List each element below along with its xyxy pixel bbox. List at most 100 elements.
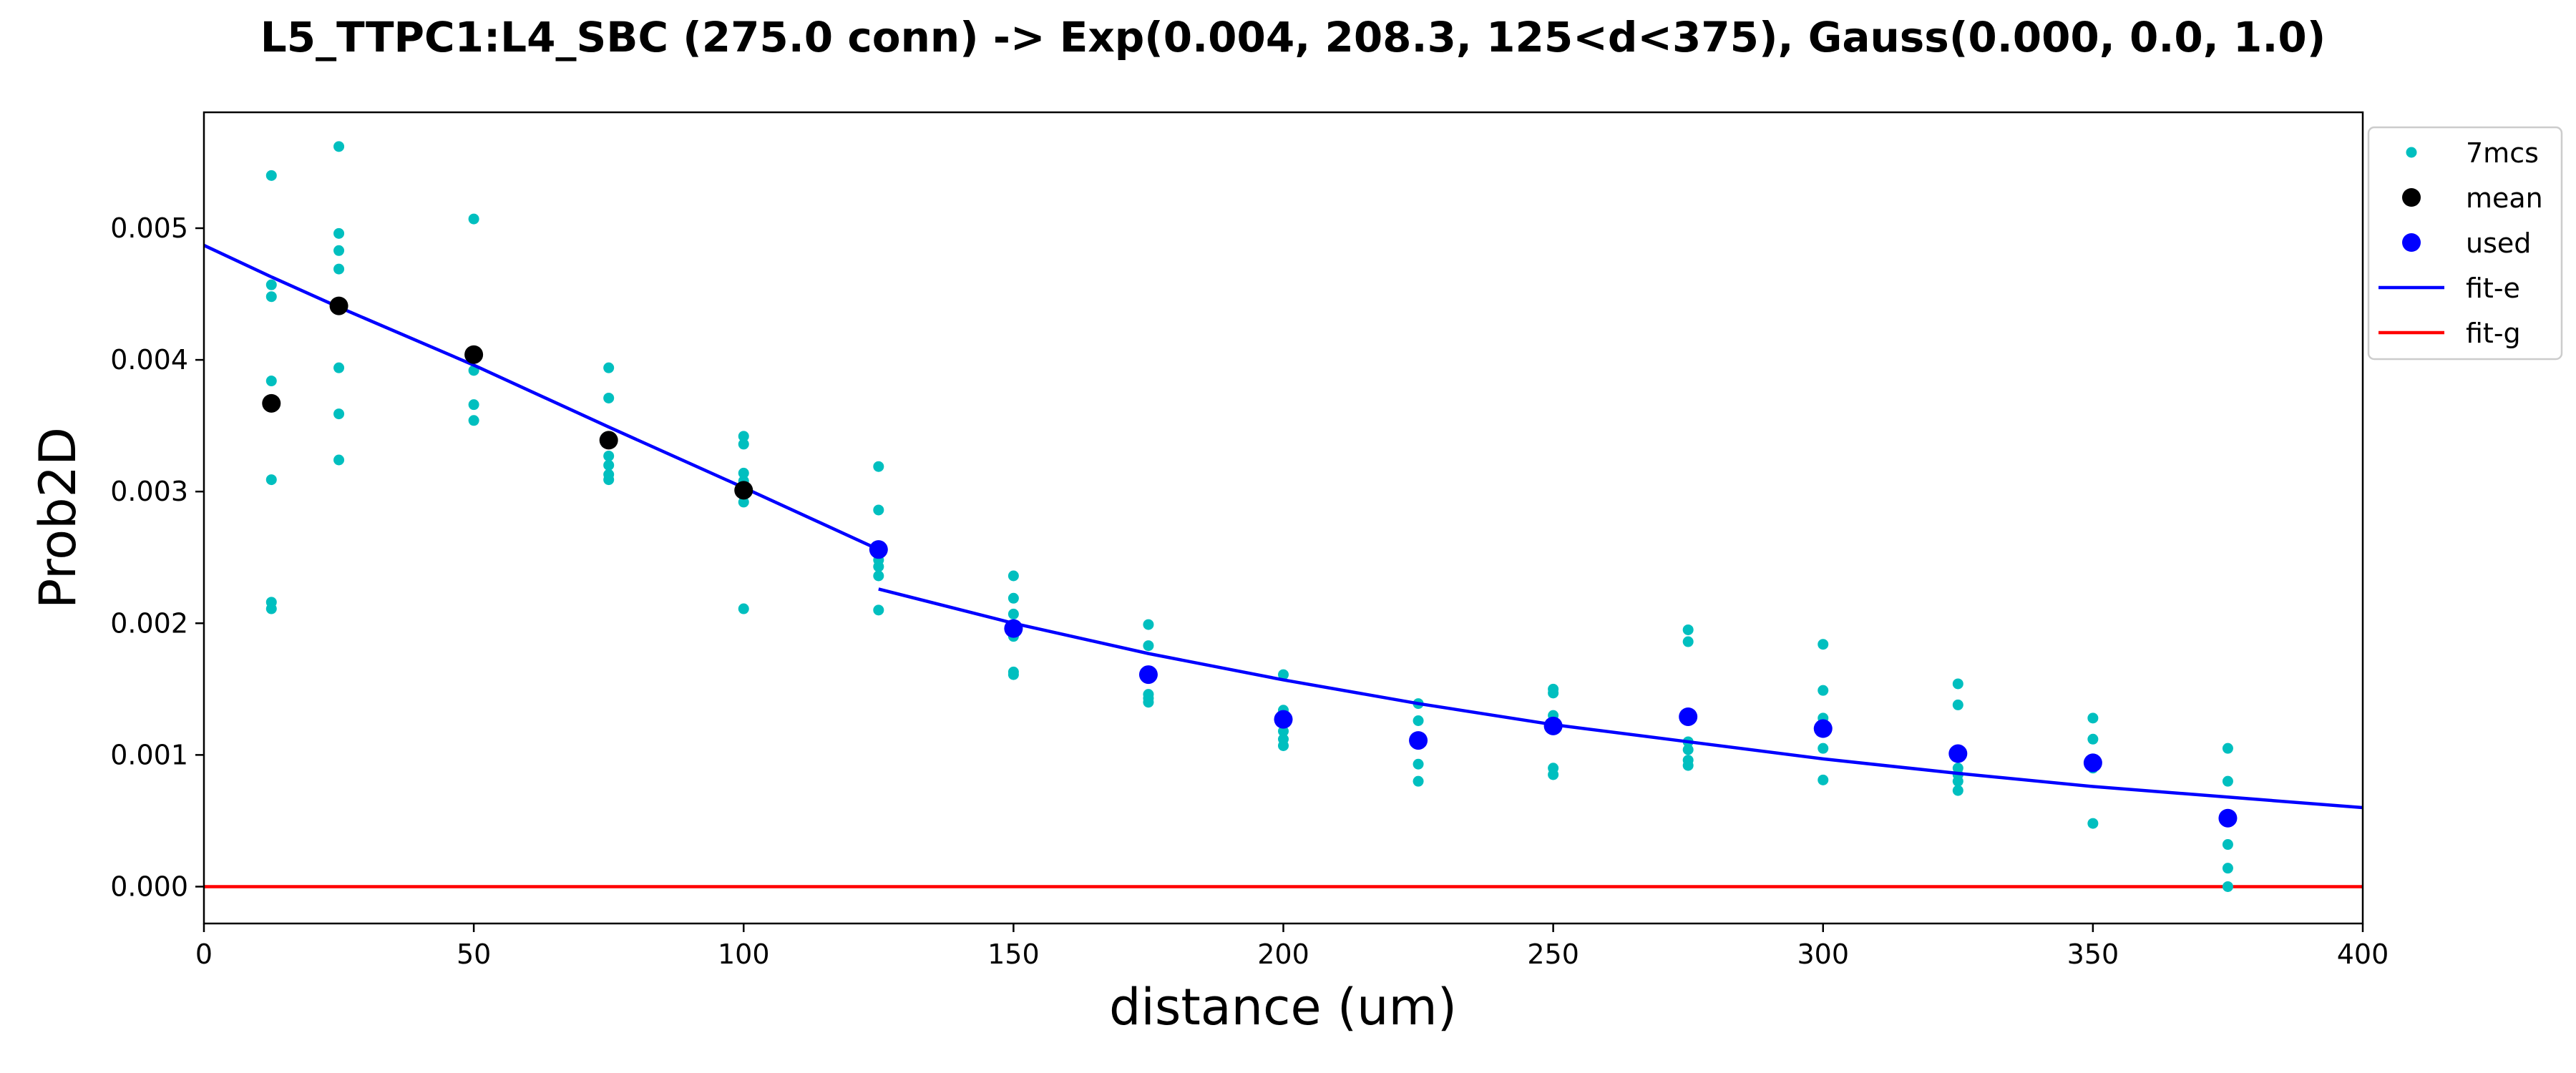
legend-label-fit-e: fit-e (2466, 273, 2520, 304)
x-tick-label: 200 (1257, 939, 1309, 970)
7mcs-legend-marker (2406, 147, 2417, 158)
7mcs-point (873, 604, 884, 616)
7mcs-point (333, 408, 345, 420)
7mcs-point (1818, 639, 1829, 650)
7mcs-point (873, 461, 884, 472)
7mcs-point (1278, 669, 1289, 680)
7mcs-point (1818, 774, 1829, 785)
7mcs-point (333, 454, 345, 466)
y-axis: 0.000 0.001 0.002 0.003 0.004 0.005 (110, 212, 204, 902)
7mcs-point (1278, 725, 1289, 737)
used-point (1409, 731, 1428, 750)
7mcs-point (603, 392, 615, 403)
7mcs-point (2222, 743, 2233, 754)
mean-point (464, 345, 484, 364)
7mcs-point (1278, 740, 1289, 751)
y-tick-label: 0.005 (110, 212, 188, 244)
7mcs-point (2087, 712, 2099, 724)
y-tick-label: 0.002 (110, 607, 188, 639)
7mcs-point (333, 245, 345, 256)
7mcs-point (1682, 760, 1694, 771)
7mcs-point (468, 415, 479, 426)
7mcs-point (1008, 608, 1019, 619)
7mcs-point (738, 438, 749, 450)
7mcs-point (265, 603, 277, 614)
x-tick-label: 0 (195, 939, 213, 970)
x-tick-label: 350 (2067, 939, 2119, 970)
7mcs-point (738, 496, 749, 508)
7mcs-point (2087, 818, 2099, 829)
mean-legend-marker (2402, 188, 2421, 207)
7mcs-point (738, 431, 749, 442)
legend-box (2367, 126, 2563, 361)
7mcs-point (2222, 775, 2233, 787)
y-tick-label: 0.000 (110, 871, 188, 902)
fit-e-line (878, 587, 2363, 810)
7mcs-point (265, 291, 277, 303)
7mcs-point (603, 474, 615, 486)
7mcs-point (873, 561, 884, 572)
used-point (1543, 716, 1563, 735)
used-point (1138, 665, 1158, 685)
x-tick-label: 250 (1527, 939, 1579, 970)
chart-title: L5_TTPC1:L4_SBC (275.0 conn) -> Exp(0.00… (260, 13, 2326, 62)
x-tick-label: 400 (2337, 939, 2389, 970)
7mcs-point (1952, 775, 1963, 787)
7mcs-point (1008, 592, 1019, 604)
7mcs-point (1413, 775, 1424, 787)
7mcs-point (603, 459, 615, 471)
7mcs-point (333, 362, 345, 373)
mean-point (262, 393, 281, 413)
y-tick-label: 0.001 (110, 739, 188, 770)
7mcs-point (1682, 624, 1694, 635)
legend-label-7mcs: 7mcs (2466, 137, 2539, 169)
7mcs-point (1008, 570, 1019, 582)
7mcs-point (265, 474, 277, 486)
y-axis-label: Prob2D (29, 427, 87, 609)
used-point (1813, 719, 1833, 738)
x-axis-label: distance (um) (1109, 978, 1457, 1037)
7mcs-point (738, 467, 749, 479)
7mcs-point (1952, 699, 1963, 710)
7mcs-point (1682, 744, 1694, 755)
7mcs-point (2087, 733, 2099, 745)
x-axis: 0 50 100 150 200 250 300 350 400 (195, 923, 2389, 970)
mean-point (329, 296, 348, 315)
7mcs-point (2222, 863, 2233, 874)
7mcs-point (333, 227, 345, 239)
used-point (2218, 808, 2238, 828)
used-point (1948, 744, 1968, 763)
used-legend-marker (2402, 233, 2421, 252)
7mcs-point (1818, 685, 1829, 696)
legend-label-mean: mean (2466, 182, 2543, 214)
plot-area (203, 141, 2363, 892)
x-tick-label: 50 (457, 939, 491, 970)
7mcs-point (265, 279, 277, 290)
7mcs-point (873, 570, 884, 582)
7mcs-point (1008, 669, 1019, 680)
legend-label-fit-g: fit-g (2466, 318, 2521, 349)
7mcs-point (468, 399, 479, 411)
7mcs-point (1548, 769, 1559, 780)
legend: 7mcs mean used fit-e fit-g (2367, 126, 2563, 361)
x-tick-label: 150 (987, 939, 1040, 970)
7mcs-point (1413, 758, 1424, 770)
7mcs-point (333, 141, 345, 152)
7mcs-point (1682, 636, 1694, 647)
used-point (1004, 619, 1023, 638)
7mcs-point (2222, 881, 2233, 892)
7mcs-point (265, 376, 277, 387)
7mcs-point (738, 603, 749, 614)
7mcs-point (1818, 743, 1829, 754)
7mcs-point (1143, 619, 1154, 630)
7mcs-point (873, 504, 884, 516)
7mcs-point (2222, 839, 2233, 851)
used-point (1274, 710, 1293, 729)
y-tick-label: 0.003 (110, 476, 188, 507)
7mcs-point (603, 450, 615, 461)
7mcs-point (1952, 785, 1963, 796)
used-point (2083, 753, 2102, 773)
7mcs-point (1548, 687, 1559, 699)
